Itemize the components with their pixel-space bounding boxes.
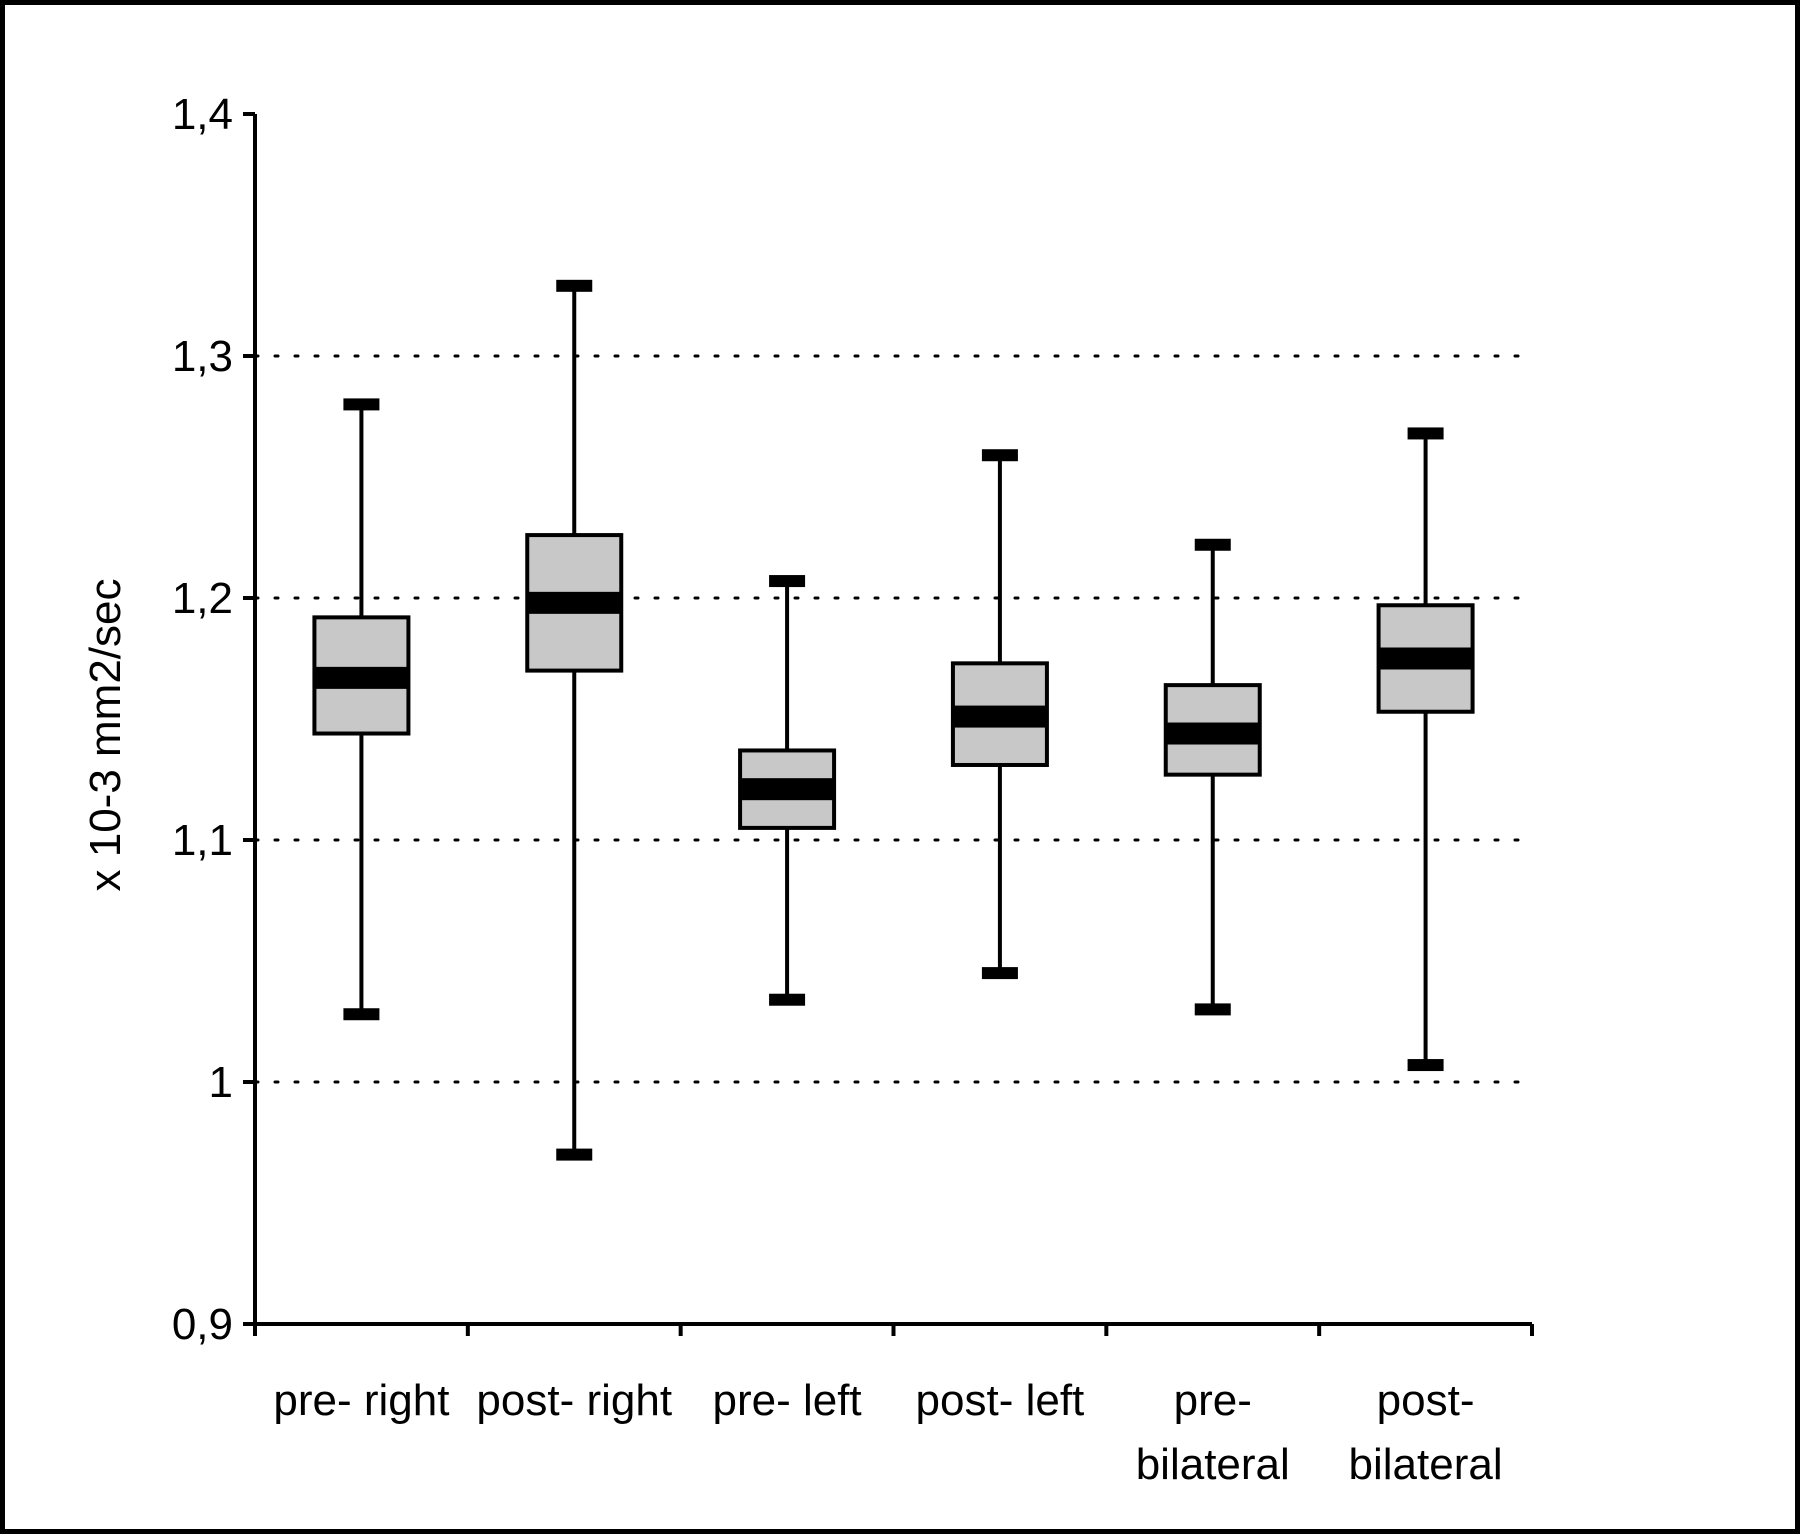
whisker-cap-low [1194,1003,1231,1016]
category-label: post- [1377,1376,1475,1425]
whisker-cap-high [343,398,380,411]
y-tick-label: 1,2 [172,574,233,623]
y-tick-label: 1,4 [172,90,233,139]
gridlines [253,354,1534,1084]
category-label: post- right [476,1376,672,1425]
y-tick-label: 1,3 [172,332,233,381]
box-group [525,279,624,1161]
whisker-cap-high [1194,538,1231,551]
whisker-cap-high [769,575,806,588]
category-label: bilateral [1349,1440,1503,1489]
box-group [738,575,837,1006]
category-label: post- left [916,1376,1085,1425]
median-bar [952,705,1047,728]
labels: 0,9 1 1,1 1,2 1,3 1,4 pre- right post- right pre… [172,90,1503,1489]
y-tick-label: 1,1 [172,816,233,865]
category-label: pre- left [712,1376,861,1425]
box-group [1163,538,1262,1016]
whisker-cap-low [556,1148,593,1161]
y-tick-label: 0,9 [172,1300,233,1349]
category-label: bilateral [1136,1440,1290,1489]
box-group [312,398,411,1021]
median-bar [740,778,835,801]
whisker-cap-low [769,993,806,1006]
axes [243,112,1534,1336]
box-group [950,449,1049,980]
median-bar [527,591,622,614]
category-label: pre- right [273,1376,449,1425]
boxplot-chart: 0,9 1 1,1 1,2 1,3 1,4 pre- right post- right pre… [81,90,1534,1489]
box-group [1376,427,1475,1072]
whisker-cap-high [1407,427,1444,440]
whisker-cap-low [1407,1059,1444,1072]
whisker-cap-low [343,1008,380,1021]
whisker-cap-high [556,279,593,292]
y-tick-label: 1 [209,1058,233,1107]
whisker-cap-high [981,449,1018,462]
median-bar [1378,647,1473,670]
median-bar [314,666,409,689]
boxes [312,279,1475,1161]
whisker-cap-low [981,967,1018,980]
median-bar [1165,722,1260,745]
category-label: pre- [1174,1376,1252,1425]
y-axis-title: x 10-3 mm2/sec [81,579,130,892]
